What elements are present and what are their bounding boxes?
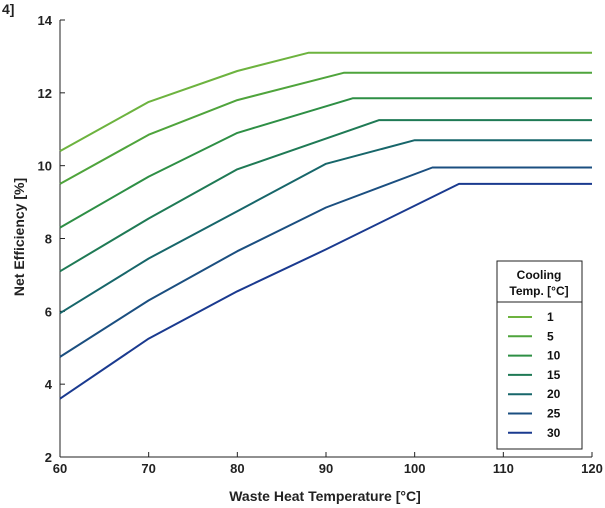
series-line-25	[59, 166, 592, 358]
series-line-10	[59, 97, 592, 229]
series-lines	[59, 51, 592, 400]
legend-title-line1: Cooling	[517, 268, 562, 282]
y-tick-label: 2	[45, 450, 52, 465]
y-tick-label: 10	[38, 159, 52, 174]
legend-label-20: 20	[547, 387, 561, 401]
y-tick-label: 12	[38, 86, 52, 101]
x-tick-label: 110	[493, 461, 514, 476]
series-line-5	[59, 71, 592, 185]
y-tick-label: 14	[38, 13, 53, 28]
x-tick-label: 70	[141, 461, 155, 476]
legend-label-25: 25	[547, 407, 561, 421]
x-tick-label: 120	[581, 461, 603, 476]
x-tick-label: 90	[319, 461, 333, 476]
x-tick-label: 80	[230, 461, 244, 476]
series-line-30	[59, 182, 592, 400]
y-tick-label: 4	[45, 377, 53, 392]
y-tick-label: 6	[45, 304, 52, 319]
series-line-20	[59, 139, 592, 315]
y-axis-label: Net Efficiency [%]	[11, 178, 27, 296]
x-tick-label: 60	[53, 461, 67, 476]
legend-label-30: 30	[547, 426, 561, 440]
x-tick-label: 100	[404, 461, 426, 476]
legend-label-10: 10	[547, 349, 561, 363]
legend-label-15: 15	[547, 368, 561, 382]
legend-title-line2: Temp. [°C]	[509, 284, 568, 298]
legend-label-1: 1	[547, 310, 554, 324]
legend-box	[496, 260, 583, 450]
series-line-1	[59, 51, 592, 152]
series-line-15	[59, 119, 592, 273]
y-tick-label: 8	[45, 232, 52, 247]
x-axis-label: Waste Heat Temperature [°C]	[229, 488, 421, 504]
corner-label: 4]	[2, 1, 14, 17]
legend-label-5: 5	[547, 329, 554, 343]
